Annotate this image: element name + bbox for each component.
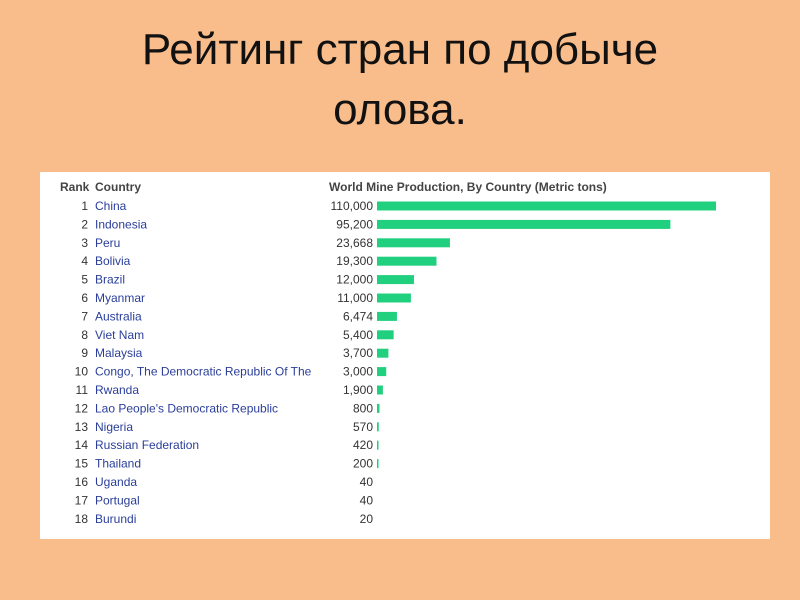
country-label: China — [95, 199, 127, 213]
value-label: 40 — [360, 475, 374, 489]
rank-label: 13 — [75, 420, 89, 434]
bar — [377, 311, 397, 321]
rank-label: 15 — [75, 457, 89, 471]
value-label: 12,000 — [336, 273, 373, 287]
bar — [377, 367, 387, 377]
value-label: 23,668 — [336, 236, 373, 250]
bar-chart: 1 China 110,000 2 Indonesia 95,200 3 Peru 23,668… — [75, 199, 716, 526]
bar — [377, 403, 380, 413]
country-label: Myanmar — [95, 291, 145, 305]
country-label: Viet Nam — [95, 328, 144, 342]
value-label: 3,700 — [343, 346, 373, 360]
value-label: 5,400 — [343, 328, 373, 342]
bar — [377, 293, 411, 303]
country-header: Country — [95, 180, 141, 194]
country-label: Uganda — [95, 475, 137, 489]
value-label: 570 — [353, 420, 373, 434]
country-label: Burundi — [95, 512, 136, 526]
rank-label: 12 — [75, 401, 89, 415]
value-label: 11,000 — [337, 291, 373, 305]
rank-label: 4 — [81, 254, 88, 268]
bar — [377, 330, 394, 340]
rank-label: 5 — [81, 273, 88, 287]
rank-label: 18 — [75, 512, 89, 526]
rank-label: 7 — [81, 309, 88, 323]
country-label: Peru — [95, 236, 120, 250]
value-label: 110,000 — [331, 199, 374, 213]
bar — [377, 385, 383, 395]
country-label: Bolivia — [95, 254, 131, 268]
country-label: Indonesia — [95, 217, 147, 231]
value-label: 95,200 — [336, 217, 373, 231]
value-label: 19,300 — [336, 254, 373, 268]
country-label: Brazil — [95, 273, 125, 287]
bar — [377, 256, 437, 266]
bar — [377, 201, 716, 211]
bar — [377, 275, 414, 285]
country-label: Australia — [95, 309, 142, 323]
rank-label: 9 — [81, 346, 88, 360]
value-label: 3,000 — [343, 365, 373, 379]
bar — [377, 422, 379, 432]
rank-label: 17 — [75, 493, 89, 507]
bar — [377, 219, 671, 229]
country-label: Malaysia — [95, 346, 143, 360]
value-label: 6,474 — [343, 309, 373, 323]
rank-label: 6 — [81, 291, 88, 305]
country-label: Portugal — [95, 493, 140, 507]
value-label: 420 — [353, 438, 373, 452]
bar — [377, 459, 379, 469]
country-label: Lao People's Democratic Republic — [95, 401, 278, 415]
chart-panel: Rank Country World Mine Production, By C… — [40, 172, 770, 539]
value-label: 1,900 — [343, 383, 373, 397]
rank-label: 11 — [76, 383, 89, 397]
bar — [377, 440, 379, 450]
country-label: Russian Federation — [95, 438, 199, 452]
rank-header: Rank — [60, 180, 90, 194]
country-label: Congo, The Democratic Republic Of The — [95, 365, 312, 379]
value-label: 800 — [353, 401, 373, 415]
slide-title-line-2: олова. — [333, 85, 467, 134]
country-label: Thailand — [95, 457, 141, 471]
country-label: Rwanda — [95, 383, 139, 397]
slide-title: Рейтинг стран по добыче олова. — [0, 20, 800, 140]
value-label: 20 — [360, 512, 374, 526]
bar — [377, 348, 389, 358]
rank-label: 8 — [81, 328, 88, 342]
rank-label: 10 — [75, 365, 89, 379]
slide-title-line-1: Рейтинг стран по добыче — [141, 25, 659, 74]
rank-label: 2 — [81, 217, 88, 231]
value-header: World Mine Production, By Country (Metri… — [329, 180, 607, 194]
value-label: 200 — [353, 457, 373, 471]
value-label: 40 — [360, 493, 374, 507]
rank-label: 3 — [81, 236, 88, 250]
rank-label: 1 — [81, 199, 88, 213]
country-label: Nigeria — [95, 420, 133, 434]
bar — [377, 238, 450, 248]
rank-label: 14 — [75, 438, 89, 452]
rank-label: 16 — [75, 475, 89, 489]
